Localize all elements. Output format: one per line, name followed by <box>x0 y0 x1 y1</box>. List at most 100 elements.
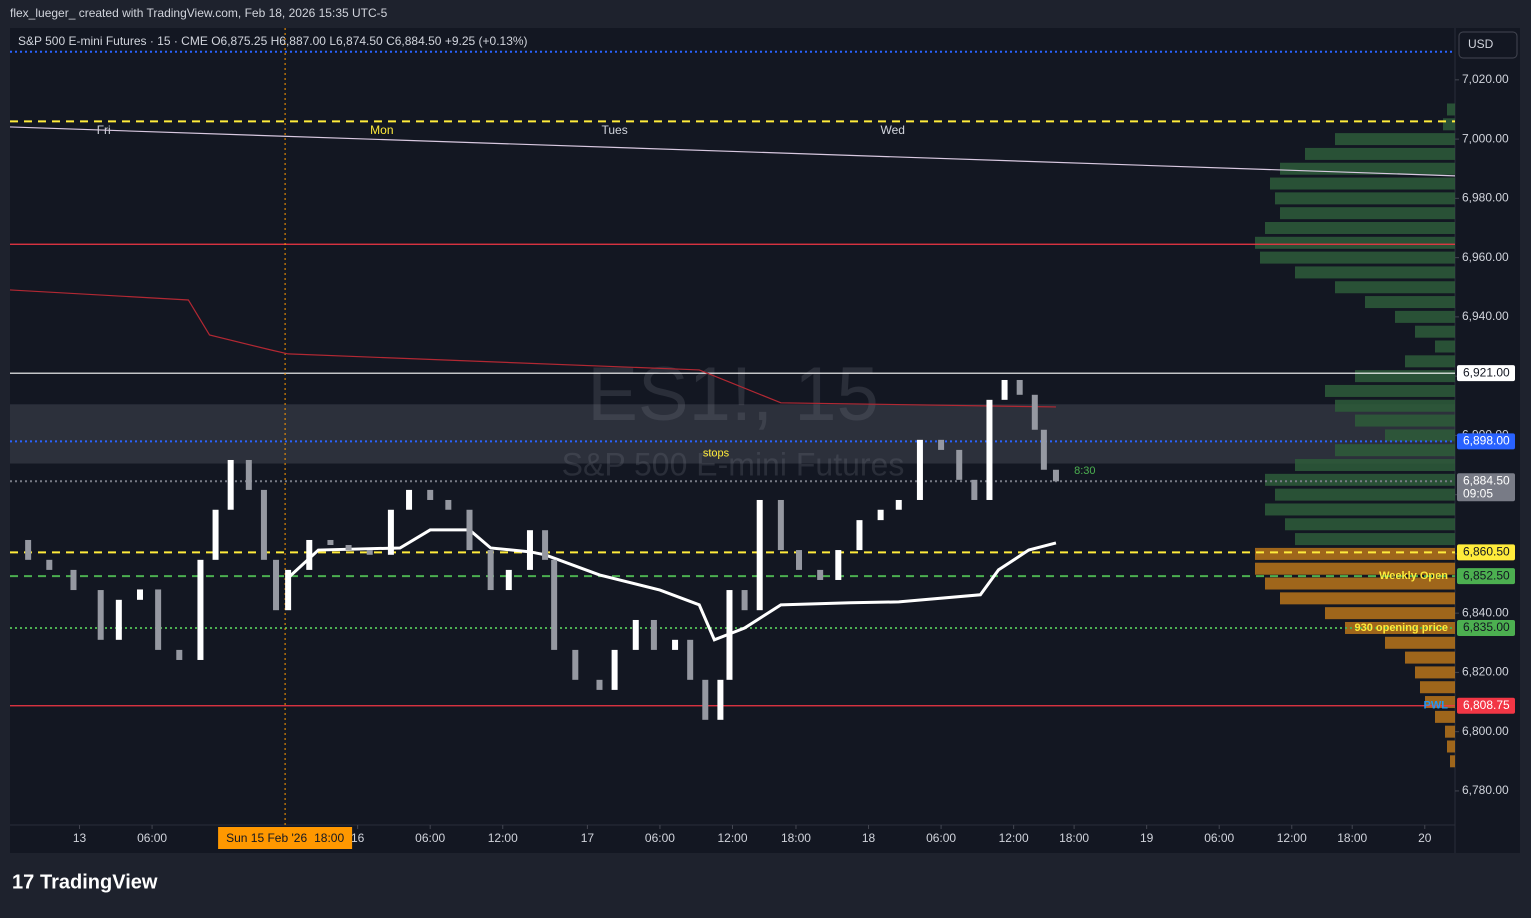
profile-bar <box>1325 384 1455 397</box>
candle <box>526 530 533 570</box>
profile-bar <box>1395 310 1455 323</box>
candle <box>387 509 394 555</box>
candle <box>956 449 963 480</box>
y-tick-label: 6,820.00 <box>1462 665 1509 679</box>
crosshair-time: 18:00 <box>314 831 344 845</box>
candle <box>285 569 292 611</box>
y-tick-label: 6,780.00 <box>1462 783 1509 797</box>
currency-box[interactable] <box>1458 31 1518 59</box>
candle <box>212 509 219 560</box>
x-tick-label: 18:00 <box>1059 831 1089 845</box>
candle <box>260 489 267 560</box>
profile-bar <box>1385 636 1455 649</box>
x-tick-label: 12:00 <box>1277 831 1307 845</box>
profile-bar <box>1425 696 1455 709</box>
price-label-bg <box>1457 433 1515 450</box>
price-label: 6,898.00 <box>1463 433 1510 447</box>
profile-bar <box>1260 251 1455 264</box>
x-tick-label: 06:00 <box>926 831 956 845</box>
candle <box>505 569 512 591</box>
ohlc-key: L <box>329 34 336 48</box>
profile-bar <box>1435 710 1455 723</box>
profile-bar <box>1275 488 1455 501</box>
indicator-line <box>9 289 1056 408</box>
profile-bar <box>1450 755 1455 768</box>
candle <box>487 550 494 591</box>
price-label: 6,808.75 <box>1463 698 1510 712</box>
price-label-bg <box>1457 619 1515 636</box>
candle <box>877 509 884 521</box>
candle <box>406 489 413 510</box>
currency[interactable]: USD <box>1468 37 1494 51</box>
candle <box>817 569 824 580</box>
candle <box>726 590 733 680</box>
candle <box>327 539 334 546</box>
candle <box>155 589 162 650</box>
candle <box>611 649 618 690</box>
crosshair-label-bg <box>218 827 353 849</box>
profile-bar <box>1415 325 1455 338</box>
profile-bar <box>1335 281 1455 294</box>
profile-bar <box>1325 607 1455 620</box>
profile-bar <box>1295 533 1455 546</box>
y-tick-label: 7,000.00 <box>1462 131 1509 145</box>
countdown: 09:05 <box>1463 486 1493 500</box>
profile-bar <box>1415 666 1455 679</box>
profile-bar <box>1270 177 1455 190</box>
profile-bar <box>1447 103 1455 116</box>
price-label: 6,860.50 <box>1463 545 1510 559</box>
x-tick-label: 12:00 <box>488 831 518 845</box>
candle <box>741 590 748 611</box>
profile-bar <box>1420 681 1455 694</box>
candle <box>835 550 842 580</box>
price-label: 6,921.00 <box>1463 365 1510 379</box>
symbol: S&P 500 E-mini Futures · 15 · CME <box>18 34 208 48</box>
profile-bar <box>1295 266 1455 279</box>
y-tick-label: 7,020.00 <box>1462 72 1509 86</box>
candle <box>916 439 923 500</box>
profile-bar <box>1295 459 1455 472</box>
profile-bar <box>1265 503 1455 516</box>
profile-bar <box>1405 355 1455 368</box>
candle <box>345 545 352 551</box>
attribution: flex_lueger_ created with TradingView.co… <box>10 6 388 20</box>
profile-bar <box>1335 399 1455 412</box>
profile-bar <box>1447 740 1455 753</box>
profile-bar <box>1280 207 1455 220</box>
level-note: 930 opening price <box>1354 622 1448 634</box>
candle <box>366 550 373 555</box>
candle <box>466 509 473 551</box>
price-label-bg <box>1457 365 1515 382</box>
x-tick-label: 19 <box>1140 831 1154 845</box>
x-tick-label: 06:00 <box>1204 831 1234 845</box>
profile-bar <box>1405 651 1455 664</box>
level-note: PWL <box>1424 700 1449 712</box>
candle <box>1052 469 1059 482</box>
x-tick-label: 12:00 <box>717 831 747 845</box>
profile-bar <box>1265 577 1455 590</box>
x-tick-label: 06:00 <box>415 831 445 845</box>
profile-bar <box>1305 147 1455 160</box>
candle <box>687 639 694 680</box>
price-label-bg <box>1457 473 1515 502</box>
profile-bar <box>1445 725 1455 738</box>
candle <box>97 590 104 640</box>
candle <box>717 679 724 720</box>
y-tick-label: 6,840.00 <box>1462 605 1509 619</box>
candle <box>572 649 579 680</box>
ohlc-value: 6,875.25 <box>221 34 268 48</box>
x-tick-label: 18:00 <box>1337 831 1367 845</box>
candle <box>856 520 863 551</box>
x-tick-label: 13 <box>73 831 87 845</box>
candle <box>70 569 77 591</box>
watermark-title: ES1!, 15 <box>587 352 879 437</box>
zone <box>10 404 1455 464</box>
candle <box>796 550 803 570</box>
candle <box>702 679 709 720</box>
watermark-subtitle: S&P 500 E-mini Futures <box>562 446 905 482</box>
profile-bar <box>1335 444 1455 457</box>
zone-label: stops <box>703 447 730 459</box>
candle <box>46 559 53 570</box>
indicator-line <box>287 528 1057 642</box>
x-tick-label: 16 <box>351 831 365 845</box>
